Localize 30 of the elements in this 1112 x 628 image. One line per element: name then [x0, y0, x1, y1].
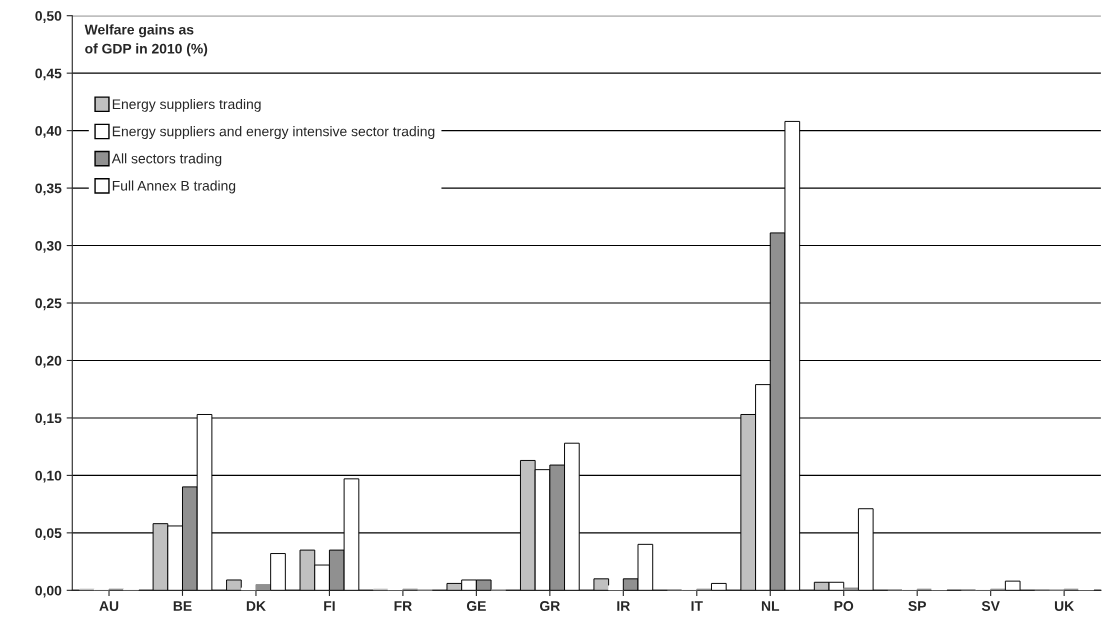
x-tick-label: GE	[466, 601, 486, 611]
x-tick-label: SV	[981, 601, 1000, 611]
x-tick-label: FI	[324, 601, 335, 611]
x-tick-label: IR	[617, 601, 630, 611]
annotation: Welfare gains as of GDP in 2010 (%)	[84, 24, 208, 57]
y-tick-label: 0,50	[35, 11, 62, 23]
x-tick-label: NL	[761, 601, 780, 611]
legend-label: Full Annex B trading	[112, 180, 236, 194]
x-tick-label: AU	[99, 601, 119, 611]
x-tick-label: SP	[908, 601, 926, 611]
legend-label: Energy suppliers and energy intensive sector trading	[112, 126, 435, 140]
y-tick-label: 0,15	[35, 413, 62, 426]
y-tick-label: 0,25	[35, 298, 62, 311]
y-tick-label: 0,40	[35, 125, 62, 138]
y-tick-label: 0,10	[35, 470, 62, 483]
x-tick-label: GR	[540, 601, 560, 611]
y-tick-label: 0,05	[35, 528, 62, 541]
x-tick-label: BE	[173, 601, 192, 611]
y-tick-label: 0,20	[35, 355, 62, 368]
x-tick-label: UK	[1054, 601, 1075, 611]
x-tick-label: PO	[834, 601, 854, 611]
y-tick-label: 0,30	[35, 240, 62, 253]
y-tick-label: 0,45	[35, 68, 62, 81]
y-tick-label: 0,00	[35, 585, 62, 598]
legend-label: All sectors trading	[111, 153, 222, 167]
x-tick-label: FR	[394, 601, 412, 611]
x-tick-label: DK	[246, 601, 266, 611]
legend-label: Energy suppliers trading	[112, 98, 261, 112]
y-tick-label: 0,35	[35, 183, 62, 196]
x-tick-label: IT	[691, 601, 703, 611]
